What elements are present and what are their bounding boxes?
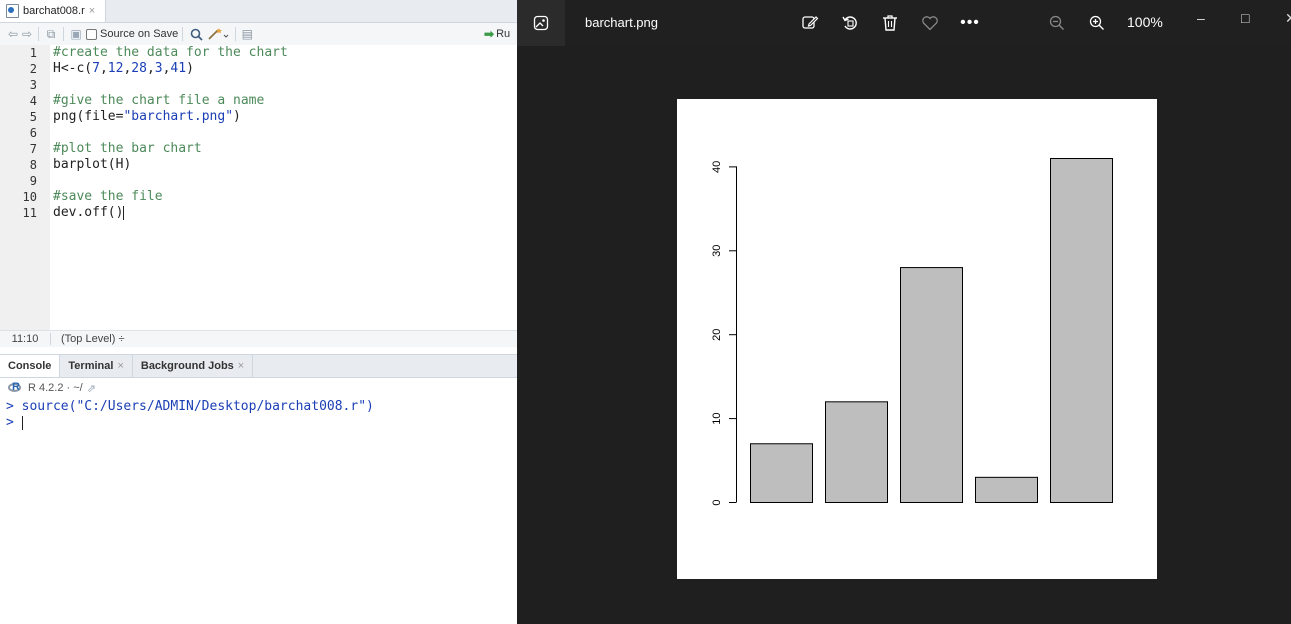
rstudio-window: barchat008.r × ⇦ ⇨ ⧉ ▣ Source on Save ▤ … [0, 0, 517, 624]
line-number: 11 [22, 206, 37, 220]
close-tab-icon[interactable]: × [117, 360, 124, 372]
y-tick-label: 10 [711, 412, 723, 424]
code-text: #save the file [53, 189, 163, 204]
console-line: > [6, 415, 23, 431]
photo-viewer-window: barchart.png ••• 100% – □ ✕ 0 10 20 30 40 [517, 0, 1291, 624]
y-tick-label: 40 [711, 161, 723, 173]
file-tab-bar: barchat008.r × [0, 0, 517, 23]
favorite-icon[interactable] [920, 13, 940, 33]
console-text [14, 415, 22, 430]
zoom-out-icon[interactable] [1047, 13, 1067, 33]
image-icon[interactable] [517, 0, 565, 46]
editor-status-bar: 11:10 (Top Level) ÷ [0, 330, 517, 347]
text-cursor [21, 415, 23, 430]
toolbar-divider [235, 27, 237, 41]
zoom-in-icon[interactable] [1087, 13, 1107, 33]
code-tools-wand-icon[interactable] [205, 25, 231, 43]
console-tab-terminal[interactable]: Terminal × [60, 355, 133, 377]
r-version-path: R 4.2.2 · ~/ [28, 382, 83, 394]
chart-bar [975, 476, 1038, 503]
code-text: dev.off() [53, 205, 125, 220]
line-number: 10 [22, 190, 37, 204]
line-number: 1 [29, 46, 37, 60]
y-tick-label: 30 [711, 245, 723, 257]
search-icon[interactable] [187, 25, 205, 43]
bar-chart: 0 10 20 30 40 [711, 158, 1113, 506]
toolbar-divider [63, 27, 64, 41]
code-text: H<-c(7,12,28,3,41) [53, 61, 194, 76]
line-number: 3 [29, 78, 37, 92]
line-number: 7 [29, 142, 37, 156]
run-button[interactable]: ➡ Ru [484, 26, 510, 42]
line-number: 9 [29, 174, 37, 188]
file-tab[interactable]: barchat008.r × [0, 0, 106, 22]
code-text: png(file="barchart.png") [53, 109, 241, 124]
code-text: #plot the bar chart [53, 141, 202, 156]
save-icon[interactable]: ▣ [70, 27, 82, 41]
line-number: 6 [29, 126, 37, 140]
code-text: #create the data for the chart [53, 45, 288, 60]
go-to-directory-icon[interactable]: ⇗ [86, 382, 96, 395]
chart-bar [750, 443, 813, 503]
console-tab-label: Background Jobs [140, 360, 234, 372]
maximize-icon[interactable]: □ [1241, 10, 1250, 26]
console-line: > source("C:/Users/ADMIN/Desktop/barchat… [6, 399, 374, 415]
back-arrow-icon[interactable]: ⇦ [7, 27, 19, 41]
text-cursor [123, 205, 125, 220]
editor-toolbar: ⇦ ⇨ ⧉ ▣ Source on Save ▤ ➡ Ru [0, 23, 517, 46]
delete-icon[interactable] [880, 13, 900, 33]
source-on-save-checkbox[interactable] [86, 28, 97, 40]
code-text: barplot(H) [53, 157, 132, 172]
console-tab-bar: Console Terminal × Background Jobs × [0, 354, 517, 378]
close-tab-icon[interactable]: × [88, 5, 96, 17]
console-tab-label: Console [8, 360, 52, 372]
r-file-icon [6, 4, 19, 18]
more-icon[interactable]: ••• [960, 14, 980, 31]
console-output[interactable]: > source("C:/Users/ADMIN/Desktop/barchat… [0, 398, 517, 624]
console-text: source("C:/Users/ADMIN/Desktop/barchat00… [13, 399, 374, 414]
image-canvas: 0 10 20 30 40 [677, 99, 1157, 579]
forward-arrow-icon[interactable]: ⇨ [21, 27, 33, 41]
toolbar-divider [38, 27, 39, 41]
y-tick-label: 0 [711, 499, 723, 505]
console-prompt: > [6, 415, 14, 430]
run-arrow-icon: ➡ [484, 27, 495, 41]
scope-selector[interactable]: (Top Level) ÷ [61, 333, 125, 345]
close-window-icon[interactable]: ✕ [1285, 10, 1291, 26]
file-tab-label: barchat008.r [23, 5, 85, 17]
zoom-level[interactable]: 100% [1127, 14, 1163, 30]
viewer-file-title: barchart.png [585, 15, 658, 30]
y-tick-label: 20 [711, 329, 723, 341]
console-tab-label: Terminal [68, 360, 114, 372]
line-number: 5 [29, 110, 37, 124]
console-tab-console[interactable]: Console [0, 355, 61, 377]
run-label: Ru [496, 28, 511, 40]
viewer-title-bar: barchart.png ••• 100% – □ ✕ [517, 0, 1291, 46]
line-number: 2 [29, 62, 37, 76]
source-on-save-label: Source on Save [100, 28, 179, 40]
console-tab-background-jobs[interactable]: Background Jobs × [133, 355, 254, 377]
code-editor[interactable]: 1 #create the data for the chart 2 H<-c(7,1… [0, 45, 517, 330]
rotate-icon[interactable] [840, 13, 860, 33]
line-number: 8 [29, 158, 37, 172]
chart-bar [900, 267, 963, 503]
edit-icon[interactable] [800, 13, 820, 33]
console-prompt: > [6, 399, 14, 414]
close-tab-icon[interactable]: × [237, 360, 245, 372]
line-number: 4 [29, 94, 37, 108]
chart-bar [1050, 158, 1113, 503]
show-in-window-icon[interactable]: ⧉ [46, 26, 56, 41]
code-text: #give the chart file a name [53, 93, 265, 108]
console-path-bar: R 4.2.2 · ~/ ⇗ [0, 378, 517, 399]
toolbar-divider [182, 27, 184, 41]
line-number-gutter [0, 45, 50, 330]
minimize-icon[interactable]: – [1197, 10, 1205, 26]
cursor-position: 11:10 [0, 333, 51, 345]
compile-report-icon[interactable]: ▤ [241, 27, 253, 41]
r-logo-icon [8, 381, 22, 394]
chart-bar [825, 401, 888, 504]
